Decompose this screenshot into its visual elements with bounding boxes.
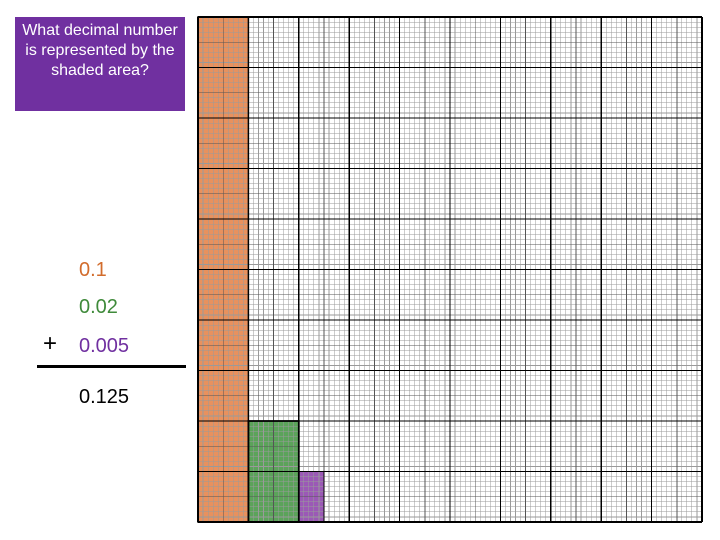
plus-sign: + [43, 330, 58, 357]
addend-hundredths: 0.02 [79, 296, 118, 318]
grid-lines [197, 16, 703, 523]
question-text: What decimal number is represented by th… [22, 22, 178, 79]
shade-outlines [197, 16, 325, 523]
addend-tenths: 0.1 [79, 259, 107, 281]
question-box: What decimal number is represented by th… [15, 17, 185, 111]
outline-thousandths [298, 471, 325, 523]
outline-tenths [197, 16, 250, 523]
addend-thousandths: 0.005 [79, 335, 130, 357]
sum-line [37, 365, 186, 368]
sum-value: 0.125 [79, 386, 130, 408]
